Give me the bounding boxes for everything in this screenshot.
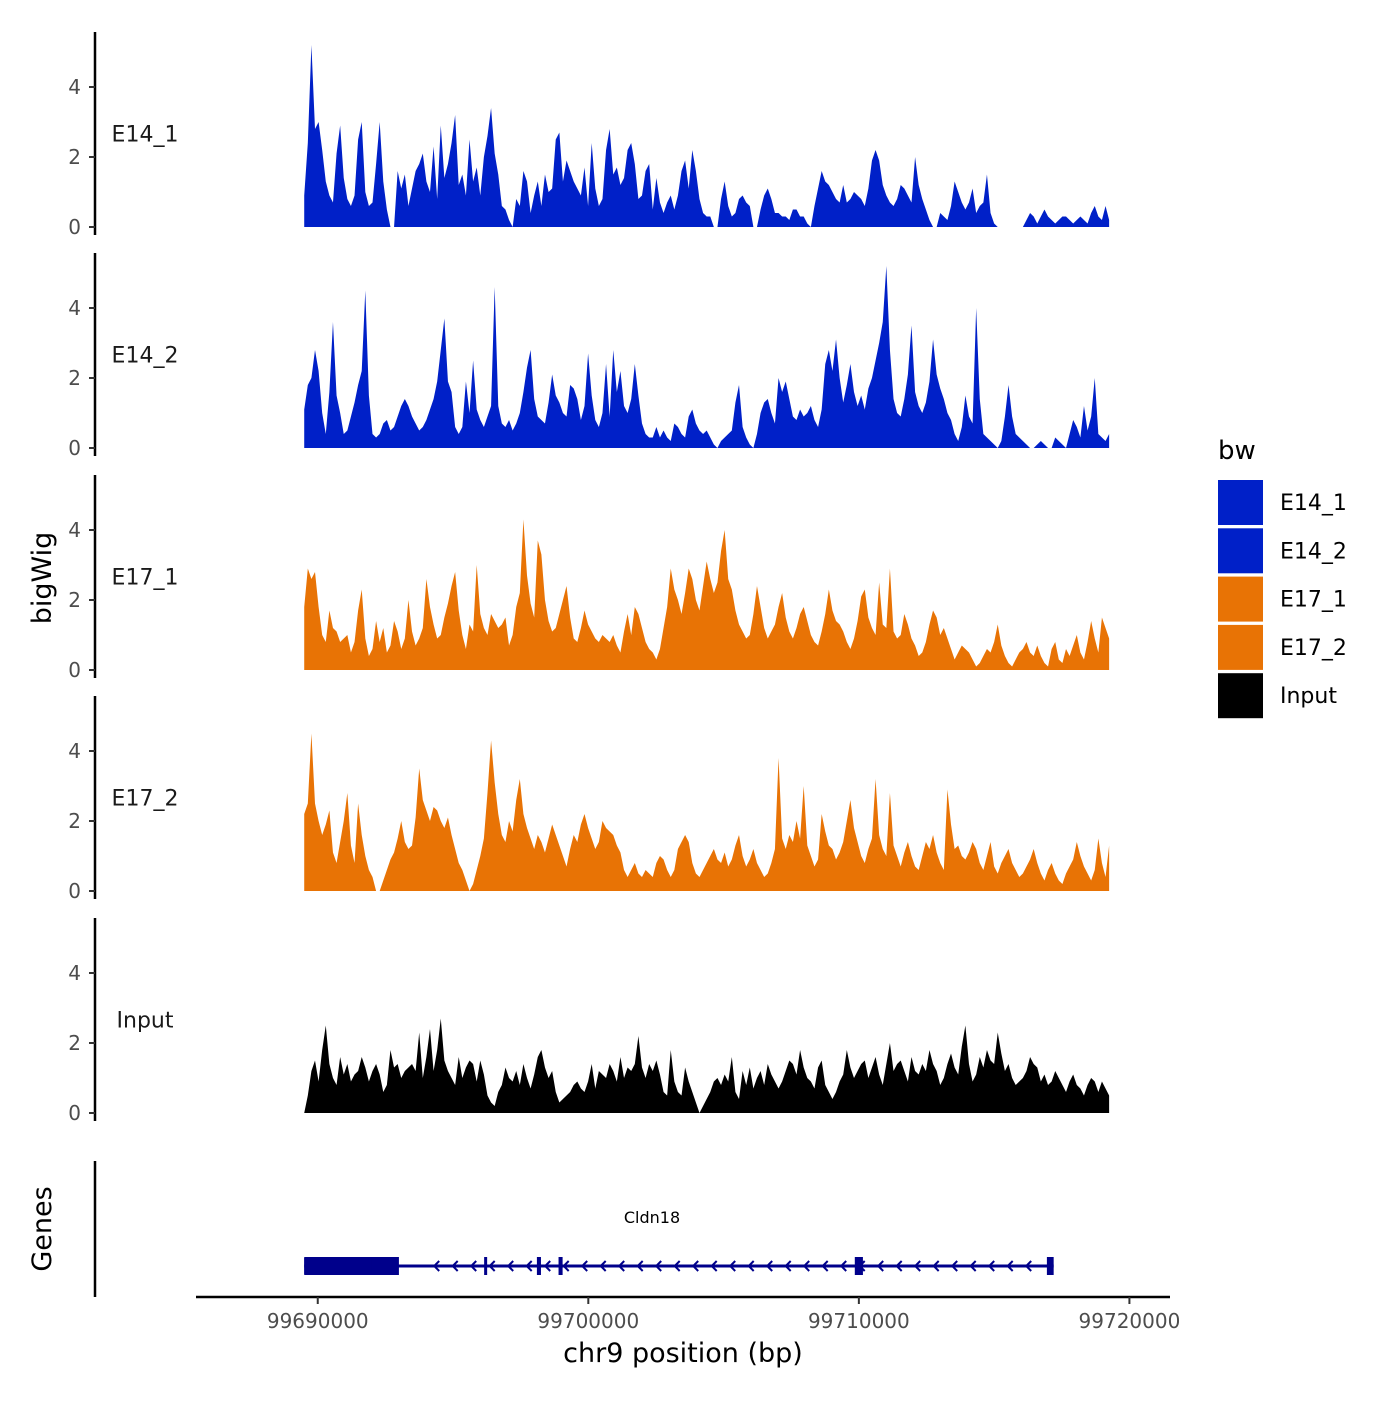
x-tick-label: 99700000 <box>537 1309 639 1333</box>
strand-arrow-icon <box>673 1260 681 1272</box>
strand-arrow-icon <box>525 1260 533 1272</box>
legend-label-E14_1: E14_1 <box>1280 491 1347 516</box>
gene-exon <box>854 1257 863 1275</box>
coverage-area-E17_2 <box>304 733 1110 891</box>
y-tick-label: 0 <box>68 879 81 903</box>
strand-arrow-icon <box>543 1260 551 1272</box>
strand-arrow-icon <box>506 1260 514 1272</box>
legend-label-E17_1: E17_1 <box>1280 588 1347 613</box>
track-label-Input: Input <box>117 1009 174 1034</box>
y-tick-label: 2 <box>68 145 81 169</box>
legend-swatch-E14_2 <box>1218 528 1263 574</box>
y-tick-label: 0 <box>68 658 81 682</box>
strand-arrow-icon <box>1006 1260 1014 1272</box>
coverage-area-Input <box>304 1018 1110 1113</box>
strand-arrow-icon <box>932 1260 940 1272</box>
legend-swatch-E14_1 <box>1218 480 1263 525</box>
strand-arrow-icon <box>654 1260 662 1272</box>
strand-arrow-icon <box>451 1260 459 1272</box>
strand-arrow-icon <box>784 1260 792 1272</box>
gene-name-label: Cldn18 <box>624 1208 680 1227</box>
strand-arrow-icon <box>950 1260 958 1272</box>
y-tick-label: 4 <box>68 739 81 763</box>
y-tick-label: 2 <box>68 809 81 833</box>
strand-arrow-icon <box>617 1260 625 1272</box>
legend-title: bw <box>1218 436 1256 466</box>
coverage-area-E17_1 <box>304 519 1110 670</box>
strand-arrow-icon <box>747 1260 755 1272</box>
strand-arrow-icon <box>839 1260 847 1272</box>
track-label-E14_1: E14_1 <box>112 123 179 148</box>
y-tick-label: 4 <box>68 518 81 542</box>
y-axis-title: bigWig <box>27 532 58 625</box>
x-tick-label: 99690000 <box>267 1309 369 1333</box>
strand-arrow-icon <box>802 1260 810 1272</box>
legend-label-E14_2: E14_2 <box>1280 539 1347 564</box>
x-tick-label: 99720000 <box>1079 1309 1181 1333</box>
legend-swatch-E17_1 <box>1218 576 1263 622</box>
y-tick-label: 0 <box>68 436 81 460</box>
track-label-E17_2: E17_2 <box>112 787 179 812</box>
strand-arrow-icon <box>562 1260 570 1272</box>
strand-arrow-icon <box>876 1260 884 1272</box>
strand-arrow-icon <box>895 1260 903 1272</box>
gene-exon <box>558 1257 563 1275</box>
legend-label-E17_2: E17_2 <box>1280 636 1347 661</box>
y-tick-label: 0 <box>68 215 81 239</box>
gene-thick-segment <box>304 1258 372 1274</box>
strand-arrow-icon <box>913 1260 921 1272</box>
strand-arrow-icon <box>432 1260 440 1272</box>
strand-arrow-icon <box>636 1260 644 1272</box>
y-tick-label: 4 <box>68 75 81 99</box>
strand-arrow-icon <box>488 1260 496 1272</box>
x-axis-title: chr9 position (bp) <box>563 1338 803 1369</box>
strand-arrow-icon <box>710 1260 718 1272</box>
strand-arrow-icon <box>580 1260 588 1272</box>
strand-arrow-icon <box>691 1260 699 1272</box>
gene-exon <box>1046 1257 1054 1275</box>
strand-arrow-icon <box>1024 1260 1032 1272</box>
strand-arrow-icon <box>987 1260 995 1272</box>
y-tick-label: 2 <box>68 366 81 390</box>
strand-arrow-icon <box>599 1260 607 1272</box>
track-label-E17_1: E17_1 <box>112 566 179 591</box>
x-tick-label: 99710000 <box>808 1309 910 1333</box>
y-tick-label: 2 <box>68 1031 81 1055</box>
strand-arrow-icon <box>821 1260 829 1272</box>
y-tick-label: 4 <box>68 296 81 320</box>
legend-label-Input: Input <box>1280 684 1337 709</box>
strand-arrow-icon <box>765 1260 773 1272</box>
legend-swatch-E17_2 <box>1218 624 1263 670</box>
genes-track-title: Genes <box>27 1186 58 1271</box>
gene-exon <box>484 1257 488 1275</box>
legend-swatch-Input <box>1218 673 1263 719</box>
coverage-area-E14_1 <box>304 45 1110 227</box>
strand-arrow-icon <box>469 1260 477 1272</box>
y-tick-label: 4 <box>68 961 81 985</box>
strand-arrow-icon <box>969 1260 977 1272</box>
y-tick-label: 2 <box>68 588 81 612</box>
y-tick-label: 0 <box>68 1101 81 1125</box>
gene-exon <box>536 1257 541 1275</box>
coverage-area-E14_2 <box>304 266 1110 448</box>
strand-arrow-icon <box>728 1260 736 1272</box>
track-label-E14_2: E14_2 <box>112 344 179 369</box>
